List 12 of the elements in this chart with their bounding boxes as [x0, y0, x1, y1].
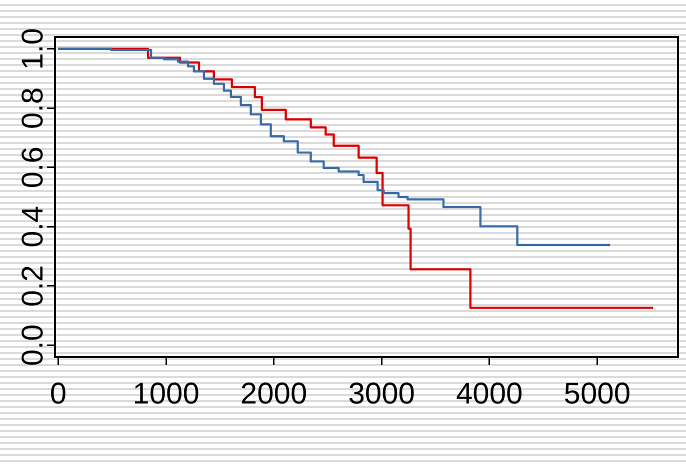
x-tick-label: 5000 [564, 377, 631, 410]
y-tick-label: 0.8 [16, 87, 50, 129]
x-tick-label: 0 [50, 377, 67, 410]
y-tick-label: 1.0 [16, 28, 50, 70]
x-tick-label: 3000 [348, 377, 415, 410]
y-tick-label: 0.0 [16, 324, 50, 366]
x-tick-label: 1000 [132, 377, 200, 410]
y-tick-label: 0.6 [16, 146, 50, 188]
y-tick-label: 0.2 [16, 265, 50, 307]
x-tick-label: 2000 [240, 377, 308, 410]
y-tick-label: 0.4 [16, 206, 50, 248]
x-tick-label: 4000 [456, 377, 523, 410]
